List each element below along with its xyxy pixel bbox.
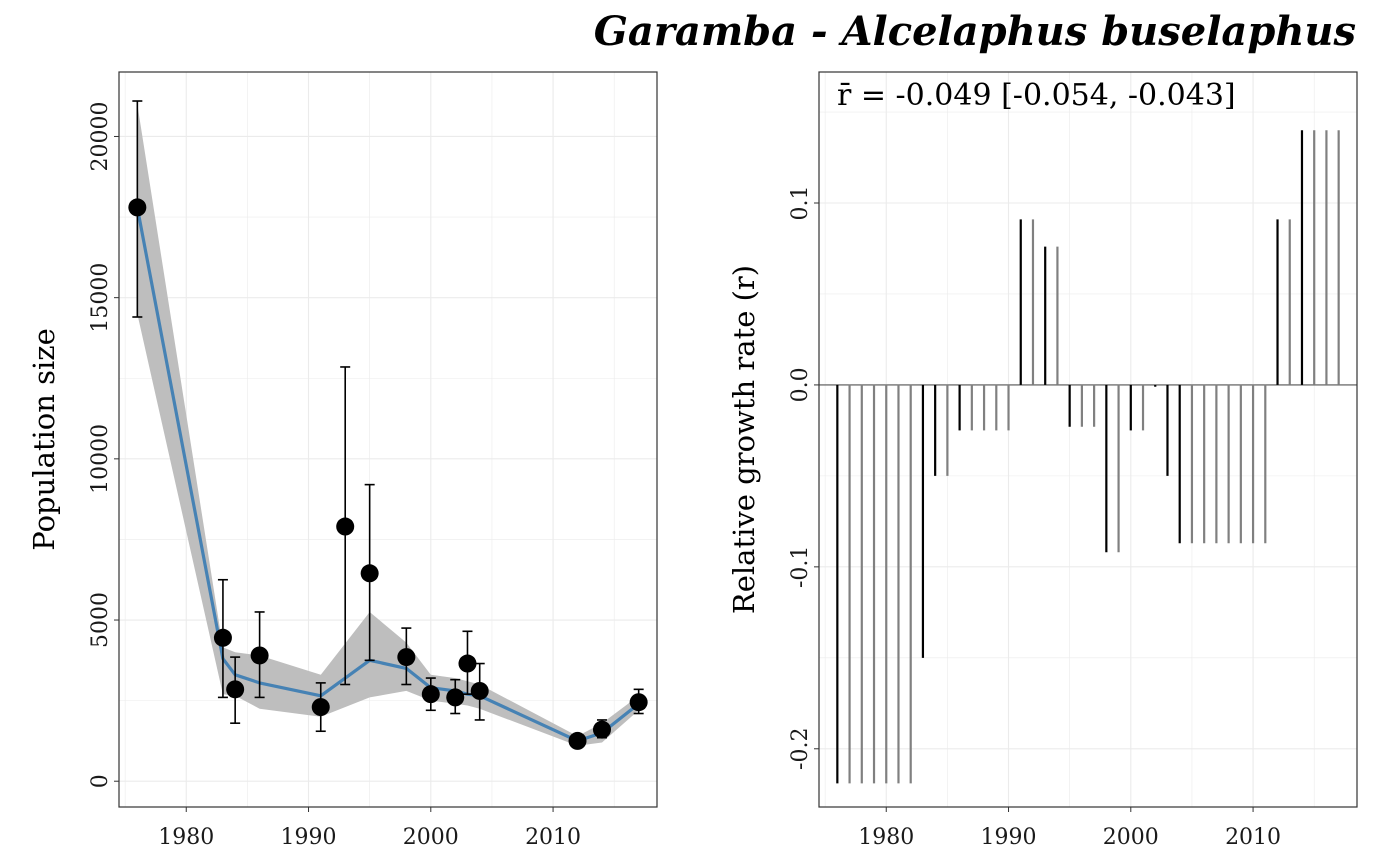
population-y-tick-label: 10000	[88, 424, 113, 494]
population-estimate-point	[128, 198, 147, 217]
population-estimate-point	[458, 654, 477, 673]
population-estimate-point	[421, 685, 440, 704]
population-estimate-point	[592, 720, 611, 739]
population-y-axis-title: Population size	[27, 328, 61, 550]
growth-x-tick-label: 2010	[1225, 825, 1281, 850]
population-estimate-point	[226, 680, 245, 699]
mean-growth-rate-annotation: r̄ = -0.049 [-0.054, -0.043]	[837, 78, 1236, 113]
population-y-tick-label: 20000	[88, 101, 113, 171]
population-x-tick-label: 2010	[525, 825, 581, 850]
population-estimate-point	[250, 646, 269, 665]
population-estimate-point	[213, 628, 232, 647]
population-y-tick-label: 0	[88, 774, 113, 788]
growth-y-tick-label: -0.2	[788, 728, 813, 770]
growth-y-tick-label: 0.0	[788, 367, 813, 402]
population-panel-border	[118, 71, 658, 808]
growth-panel-background	[819, 72, 1357, 807]
growth-x-tick-label: 1990	[981, 825, 1037, 850]
population-estimate-point	[470, 681, 489, 700]
population-estimate-point	[568, 731, 587, 750]
population-estimate-point	[360, 564, 379, 583]
population-y-tick-label: 5000	[88, 592, 113, 648]
fitted-trend-line	[135, 207, 640, 743]
population-estimate-point	[397, 648, 416, 667]
growth-y-tick-label: -0.1	[788, 546, 813, 588]
growth-y-tick-label: 0.1	[788, 185, 813, 220]
population-x-tick-label: 2000	[403, 825, 459, 850]
population-estimate-point	[446, 688, 465, 707]
growth-x-tick-label: 1980	[858, 825, 914, 850]
figure-title: Garamba - Alcelaphus buselaphus	[593, 8, 1356, 55]
population-x-tick-label: 1980	[158, 825, 214, 850]
population-x-tick-label: 1990	[281, 825, 337, 850]
growth-y-axis-title: Relative growth rate (r)	[727, 265, 761, 614]
population-estimate-point	[311, 698, 330, 717]
population-estimate-point	[336, 517, 355, 536]
population-panel-background	[119, 72, 657, 807]
growth-panel-border	[818, 71, 1358, 808]
population-y-tick-label: 15000	[88, 263, 113, 333]
population-estimate-point	[629, 693, 648, 712]
growth-x-tick-label: 2000	[1103, 825, 1159, 850]
